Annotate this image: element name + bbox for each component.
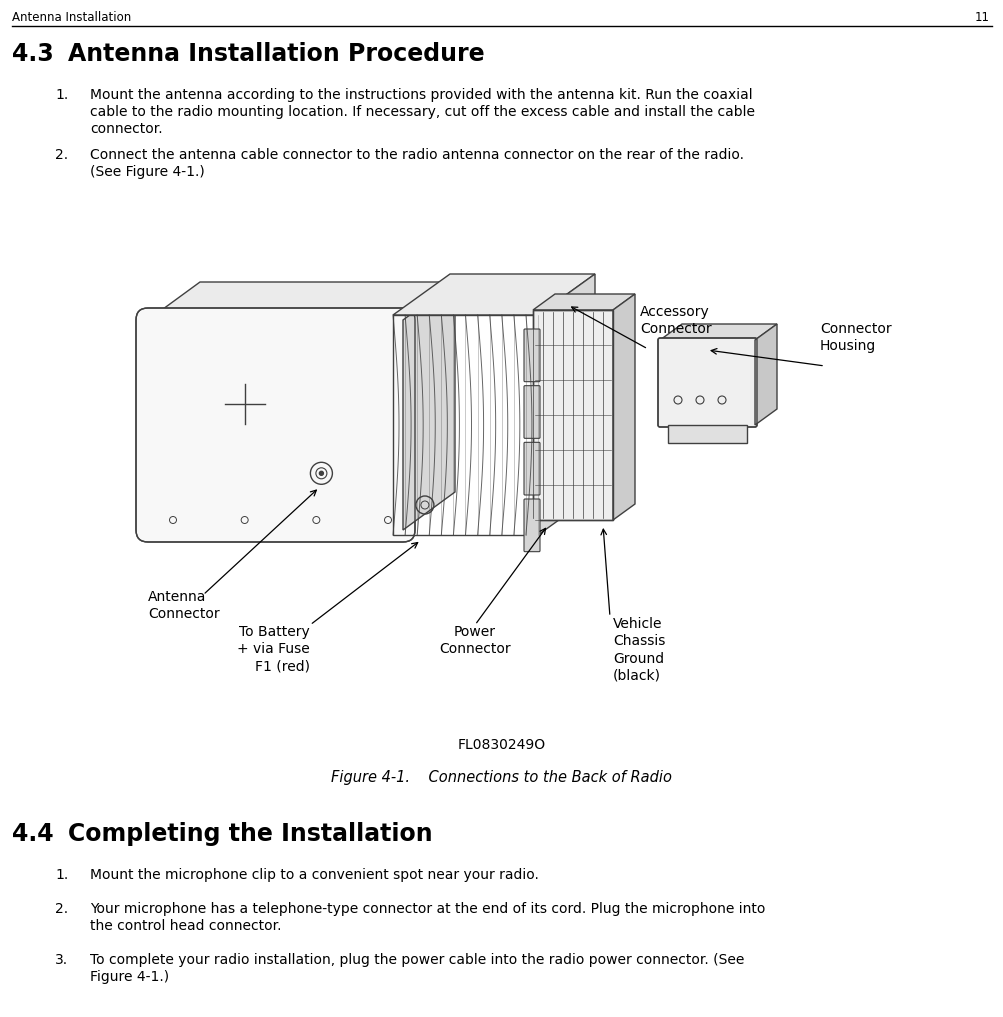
Text: FL0830249O: FL0830249O <box>457 738 546 752</box>
Text: Connect the antenna cable connector to the radio antenna connector on the rear o: Connect the antenna cable connector to t… <box>90 148 743 162</box>
Text: Vehicle
Chassis
Ground
(black): Vehicle Chassis Ground (black) <box>613 617 665 682</box>
Polygon shape <box>147 282 454 320</box>
Polygon shape <box>538 274 595 535</box>
Text: Accessory
Connector: Accessory Connector <box>639 305 711 337</box>
Circle shape <box>319 471 323 475</box>
Polygon shape <box>667 425 746 443</box>
FancyBboxPatch shape <box>524 442 540 495</box>
Text: 3.: 3. <box>55 953 68 967</box>
Text: Mount the antenna according to the instructions provided with the antenna kit. R: Mount the antenna according to the instr… <box>90 88 752 102</box>
Polygon shape <box>402 282 454 530</box>
Text: Mount the microphone clip to a convenient spot near your radio.: Mount the microphone clip to a convenien… <box>90 868 539 882</box>
Polygon shape <box>659 324 776 340</box>
Polygon shape <box>392 274 595 315</box>
Polygon shape <box>613 294 634 520</box>
Text: the control head connector.: the control head connector. <box>90 919 281 933</box>
Text: Completing the Installation: Completing the Installation <box>68 822 432 846</box>
Text: Figure 4-1.): Figure 4-1.) <box>90 970 169 984</box>
FancyBboxPatch shape <box>524 330 540 381</box>
Text: cable to the radio mounting location. If necessary, cut off the excess cable and: cable to the radio mounting location. If… <box>90 105 754 119</box>
Text: To Battery
+ via Fuse
F1 (red): To Battery + via Fuse F1 (red) <box>237 625 310 673</box>
FancyBboxPatch shape <box>657 338 756 427</box>
Polygon shape <box>754 324 776 425</box>
Text: Figure 4-1.    Connections to the Back of Radio: Figure 4-1. Connections to the Back of R… <box>331 770 672 785</box>
Text: Connector
Housing: Connector Housing <box>819 322 891 353</box>
Text: (See Figure 4-1.): (See Figure 4-1.) <box>90 165 205 179</box>
Polygon shape <box>533 294 634 310</box>
Text: Power
Connector: Power Connector <box>438 625 511 656</box>
FancyBboxPatch shape <box>135 308 414 542</box>
FancyBboxPatch shape <box>524 499 540 551</box>
Text: To complete your radio installation, plug the power cable into the radio power c: To complete your radio installation, plu… <box>90 953 743 967</box>
Text: 4.3: 4.3 <box>12 42 54 66</box>
Text: Antenna Installation Procedure: Antenna Installation Procedure <box>68 42 484 66</box>
Text: 1.: 1. <box>55 88 68 102</box>
Bar <box>533 310 613 520</box>
FancyBboxPatch shape <box>524 385 540 438</box>
Text: Antenna
Connector: Antenna Connector <box>147 590 220 621</box>
Text: Your microphone has a telephone-type connector at the end of its cord. Plug the : Your microphone has a telephone-type con… <box>90 902 764 916</box>
Text: connector.: connector. <box>90 122 162 136</box>
Bar <box>533 310 613 520</box>
Text: 4.4: 4.4 <box>12 822 53 846</box>
Text: Antenna Installation: Antenna Installation <box>12 11 131 24</box>
Text: 11: 11 <box>974 11 989 24</box>
Text: 2.: 2. <box>55 148 68 162</box>
Text: 1.: 1. <box>55 868 68 882</box>
Text: 2.: 2. <box>55 902 68 916</box>
